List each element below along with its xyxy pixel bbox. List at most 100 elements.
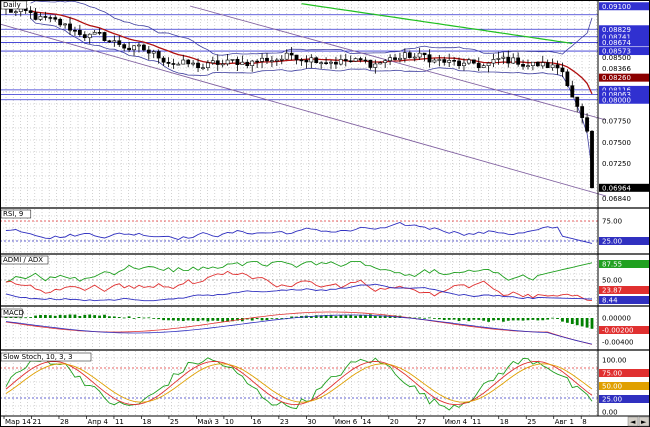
panel-title: Daily — [3, 1, 21, 9]
macd-bar — [541, 318, 545, 321]
macd-bar — [437, 318, 441, 320]
macd-bar — [442, 318, 446, 320]
macd-bar — [373, 316, 377, 318]
candle-body — [393, 57, 397, 60]
candle-body — [388, 57, 393, 62]
candle-body — [471, 59, 476, 64]
macd-bar — [590, 318, 594, 329]
time-axis: Мар 14 21 28 Апр 4 11 18 25 Май 3 10 16 23 30 Июн 6 1… — [3, 416, 650, 427]
candle-body — [250, 60, 255, 67]
adx-level-label-bg — [599, 296, 649, 304]
stoch-level-label: 25.00 — [602, 396, 622, 404]
price-tick-label: 0.08674 — [602, 39, 631, 47]
trendline-lower — [0, 23, 607, 197]
candle-body — [97, 32, 102, 34]
macd-bar — [196, 318, 200, 322]
macd-bar — [142, 317, 146, 319]
macd-bar — [250, 318, 254, 321]
candle-body — [274, 59, 279, 62]
macd-bar — [487, 318, 490, 322]
macd-bar — [334, 316, 338, 318]
macd-bar — [359, 314, 362, 318]
macd-bar — [314, 315, 318, 318]
trendline-upper — [189, 5, 607, 121]
macd-bar — [93, 315, 97, 318]
candle-body — [590, 130, 594, 189]
price-tick-label: 0.06840 — [602, 195, 631, 203]
macd-bar — [457, 318, 461, 322]
price-tick-label-bg — [599, 38, 649, 47]
candle-body — [402, 52, 407, 59]
candle-body — [215, 60, 220, 65]
candle-body — [343, 59, 348, 62]
macd-bar — [255, 318, 259, 320]
macd-bar — [270, 318, 274, 319]
macd-bar — [511, 318, 515, 321]
macd-bar — [226, 318, 229, 322]
macd-bar — [117, 317, 121, 318]
macd-bar — [275, 318, 279, 319]
candle-body — [205, 62, 210, 68]
candle-body — [457, 60, 461, 67]
macd-bar — [29, 317, 33, 318]
price-tick-label: 0.06964 — [602, 184, 631, 192]
panel-title-box — [0, 308, 23, 318]
stoch-k-line — [5, 357, 593, 411]
bollinger-upper-line — [30, 0, 593, 56]
candle-body — [137, 44, 141, 47]
macd-bar — [240, 318, 244, 322]
macd-bar — [433, 318, 436, 319]
candle-body — [43, 16, 48, 18]
candle-body — [87, 33, 92, 39]
candle-body — [417, 52, 422, 58]
candle-body — [540, 62, 545, 67]
macd-bar — [137, 317, 141, 318]
candle-body — [9, 8, 13, 13]
candle-body — [201, 67, 205, 69]
time-tick-label: 20 — [390, 418, 399, 426]
candle-body — [53, 17, 58, 20]
candle-body — [38, 16, 43, 20]
candle-body — [580, 106, 585, 118]
candle-body — [521, 64, 525, 67]
candle-body — [570, 85, 575, 98]
macd-bar — [68, 314, 72, 318]
candle-body — [220, 63, 225, 66]
candle-body — [245, 61, 250, 67]
time-tick-label: Авг 1 — [555, 418, 574, 426]
macd-bar — [497, 318, 500, 321]
candle-body — [181, 59, 186, 65]
macd-bar — [349, 314, 353, 318]
macd-bar — [546, 318, 550, 320]
candle-body — [92, 32, 97, 35]
macd-bar — [221, 318, 225, 322]
price-tick-label: 0.08063 — [602, 91, 631, 99]
macd-bar — [556, 318, 559, 319]
macd-bar — [364, 315, 367, 318]
candle-body — [171, 63, 176, 65]
candle-body — [452, 60, 457, 62]
candle-body — [447, 60, 452, 63]
panel-title-box — [0, 209, 32, 219]
candle-body — [225, 59, 230, 65]
scroll-left-icon: ◄ — [630, 418, 636, 426]
candle-body — [407, 52, 412, 58]
macd-bar — [324, 315, 328, 318]
macd-bar — [506, 318, 510, 321]
candle-body — [324, 62, 328, 64]
candle-body — [565, 71, 570, 86]
macd-level-label: -0.00200 — [602, 327, 633, 335]
macd-bar — [9, 317, 13, 318]
time-tick-label: 18 — [500, 418, 509, 426]
candle-body — [58, 18, 63, 26]
macd-bar — [482, 318, 486, 321]
macd-bar — [112, 316, 116, 318]
stoch-level-label: 75.00 — [602, 370, 622, 378]
price-tick-label-bg — [599, 2, 649, 11]
macd-bar — [418, 317, 422, 319]
candle-body — [186, 59, 191, 65]
macd-bar — [63, 315, 67, 318]
price-tick-label-bg — [599, 95, 649, 104]
macd-bar — [309, 316, 313, 318]
price-tick-label: 0.08500 — [602, 54, 631, 62]
